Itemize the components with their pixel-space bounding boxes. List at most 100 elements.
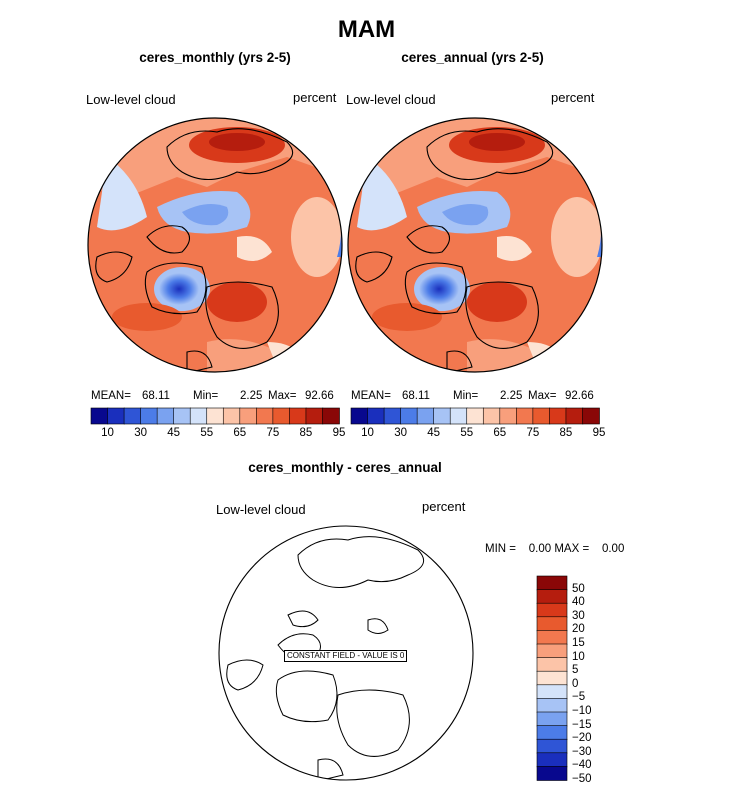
diff-stats: MIN = 0.00 MAX = 0.00 bbox=[485, 543, 625, 555]
colorbar-swatch bbox=[536, 589, 568, 605]
coastline-greenland bbox=[275, 670, 338, 723]
field-contour-pale-2 bbox=[237, 236, 272, 261]
diff-variable-label: Low-level cloud bbox=[216, 502, 306, 517]
colorbar-swatch bbox=[536, 725, 568, 741]
colorbar-swatch bbox=[272, 407, 291, 425]
colorbar-tick-label: 85 bbox=[559, 427, 573, 439]
colorbar-swatch bbox=[536, 684, 568, 700]
colorbar-tick-label: 30 bbox=[134, 427, 147, 439]
colorbar-swatch bbox=[536, 575, 568, 591]
field-contour-greenland bbox=[159, 273, 199, 305]
colorbar-swatch bbox=[482, 407, 501, 425]
colorbar-swatch bbox=[256, 407, 274, 425]
diff-units-label: percent bbox=[422, 499, 466, 514]
colorbar-tick-label: −5 bbox=[572, 691, 586, 704]
polar-map-annual bbox=[347, 117, 603, 373]
colorbar-tick-label: 65 bbox=[493, 427, 507, 439]
colorbar-swatch bbox=[536, 698, 568, 713]
colorbar-swatch bbox=[305, 407, 324, 425]
colorbar-swatch bbox=[536, 657, 568, 672]
colorbar-swatch bbox=[433, 407, 451, 425]
colorbar-swatch bbox=[536, 630, 568, 645]
panel-2-min-value: 2.25 bbox=[500, 390, 523, 402]
colorbar-monthly bbox=[90, 407, 340, 425]
field-contour-greenland bbox=[419, 273, 459, 305]
colorbar-tick-label: 10 bbox=[101, 427, 114, 439]
colorbar-swatch bbox=[367, 407, 385, 425]
colorbar-swatch bbox=[173, 407, 191, 425]
colorbar-difference bbox=[536, 575, 568, 781]
field-contour-dark-south-2 bbox=[372, 303, 442, 331]
colorbar-swatch bbox=[123, 407, 142, 425]
colorbar-swatch bbox=[140, 407, 158, 425]
colorbar-tick-label: 85 bbox=[299, 427, 313, 439]
colorbar-swatch bbox=[532, 407, 551, 425]
colorbar-swatch bbox=[289, 407, 307, 425]
field-contour-dark-east bbox=[291, 197, 342, 277]
field-contour-pale bbox=[357, 157, 407, 231]
field-contour-pale bbox=[97, 157, 147, 231]
panel-2-mean-value: 68.11 bbox=[402, 390, 430, 402]
colorbar-swatch bbox=[222, 407, 241, 425]
coastline-greenland bbox=[404, 262, 467, 315]
colorbar-swatch bbox=[536, 711, 568, 727]
panel-2-max-value: 92.66 bbox=[565, 390, 594, 402]
colorbar-annual bbox=[350, 407, 600, 425]
colorbar-tick-label: 95 bbox=[332, 427, 346, 439]
coastline-west bbox=[226, 659, 264, 691]
colorbar-tick-label: 5 bbox=[572, 664, 579, 677]
coastline-southwest bbox=[186, 350, 213, 372]
field-contour-arctic-blue-2 bbox=[182, 203, 229, 226]
colorbar-swatch bbox=[239, 407, 258, 425]
coastline-south bbox=[336, 689, 410, 757]
colorbar-swatch bbox=[516, 407, 534, 425]
colorbar-tick-label: 40 bbox=[572, 596, 585, 609]
colorbar-tick-label: −30 bbox=[572, 745, 592, 758]
colorbar-tick-label: 75 bbox=[526, 427, 540, 439]
coastline-west bbox=[95, 251, 133, 283]
panel-2-max-label: Max= bbox=[528, 390, 557, 402]
field-contour-dark-south bbox=[467, 282, 527, 322]
field-contour-pale-south bbox=[527, 342, 562, 367]
panel-1-units-label: percent bbox=[293, 90, 337, 105]
coastline-south bbox=[465, 281, 539, 349]
coastline-central bbox=[406, 225, 451, 254]
panel-2-mean-label: MEAN= bbox=[351, 390, 391, 402]
colorbar-swatch bbox=[536, 602, 568, 618]
coastline-west bbox=[355, 251, 393, 283]
colorbar-tick-label: 55 bbox=[460, 427, 474, 439]
panel-1-max-value: 92.66 bbox=[305, 390, 334, 402]
panel-1-max-label: Max= bbox=[268, 390, 297, 402]
panel-title-monthly: ceres_monthly (yrs 2-5) bbox=[139, 50, 291, 65]
polar-map-monthly bbox=[87, 117, 343, 373]
panel-1-variable-label: Low-level cloud bbox=[86, 92, 176, 107]
constant-field-label: CONSTANT FIELD - VALUE IS 0 bbox=[284, 650, 408, 662]
panel-2-units-label: percent bbox=[551, 90, 595, 105]
colorbar-swatch bbox=[536, 616, 568, 632]
colorbar-tick-label: 10 bbox=[572, 650, 585, 663]
colorbar-swatch bbox=[107, 407, 125, 425]
panel-2-variable-label: Low-level cloud bbox=[346, 92, 436, 107]
colorbar-swatch bbox=[499, 407, 518, 425]
field-contour-dark-south bbox=[207, 282, 267, 322]
colorbar-swatch bbox=[189, 407, 208, 425]
coastline-north bbox=[297, 536, 425, 588]
coastline-north bbox=[166, 128, 294, 181]
colorbar-swatch bbox=[206, 407, 225, 425]
colorbar-tick-label: 95 bbox=[592, 427, 606, 439]
colorbar-tick-label: 45 bbox=[427, 427, 441, 439]
coastline-southwest bbox=[317, 758, 344, 780]
colorbar-tick-label: 55 bbox=[200, 427, 214, 439]
colorbar-swatch bbox=[536, 670, 568, 686]
colorbar-tick-label: 65 bbox=[233, 427, 247, 439]
colorbar-swatch bbox=[466, 407, 485, 425]
panel-1-min-label: Min= bbox=[193, 390, 219, 402]
panel-1-mean-value: 68.11 bbox=[142, 390, 170, 402]
field-contour-pale-south bbox=[267, 342, 302, 367]
colorbar-tick-label: 15 bbox=[572, 637, 585, 649]
colorbar-swatch bbox=[400, 407, 418, 425]
colorbar-swatch bbox=[582, 407, 600, 425]
diff-panel-title: ceres_monthly - ceres_annual bbox=[248, 460, 442, 475]
colorbar-swatch bbox=[90, 407, 109, 425]
coastline-southwest bbox=[446, 350, 473, 372]
